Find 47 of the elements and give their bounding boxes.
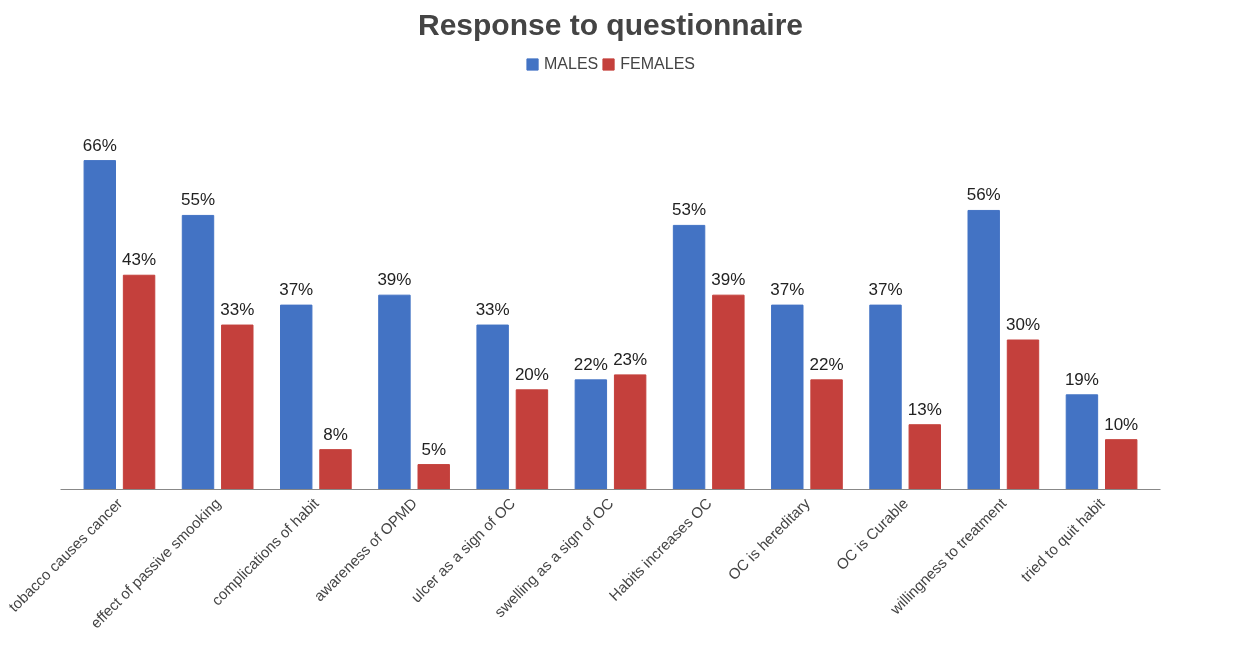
data-label: 22% bbox=[573, 354, 608, 374]
data-label: 20% bbox=[514, 364, 549, 384]
data-label: 5% bbox=[421, 439, 447, 459]
bar bbox=[613, 374, 647, 490]
data-label: 22% bbox=[809, 354, 844, 374]
data-label: 13% bbox=[907, 399, 942, 419]
bar bbox=[810, 379, 843, 490]
bar bbox=[1105, 439, 1138, 490]
bar bbox=[574, 379, 608, 490]
data-label: 37% bbox=[868, 280, 903, 300]
data-label: 66% bbox=[82, 135, 117, 155]
data-label: 43% bbox=[122, 250, 157, 270]
legend-label: FEMALES bbox=[620, 55, 695, 73]
data-label: 56% bbox=[966, 185, 1001, 205]
data-label: 37% bbox=[279, 280, 314, 300]
bar bbox=[476, 324, 509, 490]
bar bbox=[319, 449, 352, 490]
data-label: 30% bbox=[1005, 315, 1041, 335]
data-label: 8% bbox=[323, 424, 348, 444]
chart-title: Response to questionnaire bbox=[417, 7, 804, 41]
bar bbox=[221, 324, 254, 490]
data-label: 55% bbox=[180, 190, 216, 210]
bar bbox=[280, 304, 313, 490]
bar bbox=[672, 224, 706, 490]
data-label: 39% bbox=[377, 270, 412, 290]
bar bbox=[1006, 339, 1040, 490]
bar bbox=[378, 294, 411, 490]
bar bbox=[771, 304, 804, 490]
data-label: 53% bbox=[672, 200, 707, 220]
bar bbox=[83, 160, 116, 490]
bar bbox=[122, 274, 156, 490]
bar bbox=[967, 209, 1000, 490]
data-label: 33% bbox=[220, 300, 255, 320]
bar bbox=[181, 214, 215, 490]
data-label: 37% bbox=[770, 280, 805, 300]
data-label: 33% bbox=[475, 300, 510, 320]
data-label: 19% bbox=[1064, 369, 1099, 389]
bar bbox=[515, 389, 549, 490]
bar bbox=[417, 464, 450, 490]
data-label: 39% bbox=[711, 270, 746, 290]
data-label: 10% bbox=[1104, 414, 1139, 434]
bar bbox=[712, 294, 745, 490]
bar bbox=[1065, 394, 1099, 490]
bar bbox=[908, 424, 941, 490]
legend-label: MALES bbox=[544, 55, 599, 73]
data-label: 23% bbox=[613, 349, 648, 369]
bar bbox=[869, 304, 902, 490]
